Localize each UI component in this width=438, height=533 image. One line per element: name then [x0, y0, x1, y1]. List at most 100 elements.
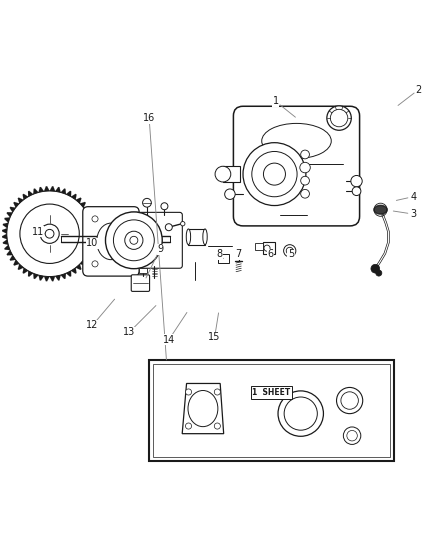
Polygon shape	[76, 264, 81, 270]
Polygon shape	[182, 383, 224, 434]
Circle shape	[214, 423, 220, 429]
Polygon shape	[2, 234, 7, 239]
FancyBboxPatch shape	[129, 212, 182, 268]
Circle shape	[264, 245, 270, 251]
Polygon shape	[33, 189, 39, 194]
FancyBboxPatch shape	[233, 106, 360, 226]
Text: 13: 13	[124, 327, 136, 337]
Circle shape	[143, 198, 151, 207]
Polygon shape	[2, 228, 7, 234]
Circle shape	[161, 203, 168, 210]
Polygon shape	[80, 202, 86, 208]
Polygon shape	[44, 186, 49, 191]
Circle shape	[185, 423, 191, 429]
Circle shape	[351, 175, 362, 187]
Text: 3: 3	[410, 209, 417, 219]
Bar	[223, 166, 240, 182]
Circle shape	[45, 229, 54, 238]
Circle shape	[92, 216, 98, 222]
Circle shape	[300, 163, 310, 173]
Polygon shape	[7, 212, 13, 217]
Polygon shape	[91, 223, 96, 228]
Ellipse shape	[186, 229, 191, 245]
Polygon shape	[61, 273, 66, 279]
Polygon shape	[33, 273, 39, 279]
Text: 14: 14	[162, 335, 175, 345]
Circle shape	[301, 150, 309, 159]
Bar	[263, 242, 275, 254]
Polygon shape	[89, 245, 95, 250]
Bar	[149, 360, 394, 461]
Circle shape	[106, 212, 162, 269]
Circle shape	[113, 220, 154, 261]
Text: 1: 1	[273, 96, 279, 107]
Bar	[152, 364, 390, 457]
Circle shape	[40, 224, 59, 244]
Circle shape	[165, 224, 172, 231]
Polygon shape	[14, 202, 19, 208]
Circle shape	[284, 245, 296, 257]
Polygon shape	[84, 255, 89, 261]
Polygon shape	[92, 234, 97, 239]
Polygon shape	[18, 264, 24, 270]
Circle shape	[341, 392, 358, 409]
Circle shape	[286, 247, 293, 254]
Polygon shape	[71, 194, 77, 200]
Circle shape	[371, 264, 380, 273]
Text: 4: 4	[410, 192, 417, 201]
Bar	[188, 229, 205, 245]
Circle shape	[1, 185, 98, 282]
Text: 7: 7	[236, 249, 242, 259]
Polygon shape	[49, 186, 55, 191]
Circle shape	[343, 427, 361, 445]
Polygon shape	[87, 212, 92, 217]
Polygon shape	[18, 198, 24, 204]
Text: 8: 8	[216, 249, 222, 259]
Polygon shape	[23, 194, 28, 200]
Polygon shape	[91, 239, 96, 245]
Polygon shape	[3, 239, 8, 245]
Circle shape	[225, 189, 235, 199]
Circle shape	[125, 231, 143, 249]
FancyBboxPatch shape	[83, 207, 139, 276]
Polygon shape	[39, 187, 44, 192]
Polygon shape	[28, 191, 33, 197]
Circle shape	[330, 109, 348, 127]
Polygon shape	[71, 268, 77, 273]
Ellipse shape	[188, 391, 218, 426]
Circle shape	[243, 143, 306, 206]
Polygon shape	[23, 268, 28, 273]
Circle shape	[92, 261, 98, 267]
Circle shape	[327, 106, 351, 130]
Circle shape	[284, 397, 317, 430]
Polygon shape	[87, 250, 92, 255]
Polygon shape	[49, 276, 55, 281]
Polygon shape	[4, 217, 10, 223]
Text: 2: 2	[415, 85, 422, 95]
Ellipse shape	[262, 124, 331, 158]
Text: 9: 9	[157, 244, 163, 254]
Polygon shape	[61, 189, 66, 194]
Text: 11: 11	[32, 227, 44, 237]
Polygon shape	[92, 228, 97, 234]
Polygon shape	[66, 271, 71, 277]
Circle shape	[124, 261, 130, 267]
Bar	[139, 268, 147, 273]
Text: 5: 5	[288, 249, 294, 259]
Circle shape	[278, 391, 323, 437]
Circle shape	[185, 389, 191, 395]
Text: 12: 12	[86, 320, 99, 330]
Polygon shape	[10, 207, 16, 212]
Polygon shape	[89, 217, 95, 223]
Circle shape	[130, 236, 138, 244]
Polygon shape	[80, 260, 86, 265]
Circle shape	[376, 270, 382, 276]
Circle shape	[214, 389, 220, 395]
Polygon shape	[4, 245, 10, 250]
Text: 1  SHEET: 1 SHEET	[252, 388, 290, 397]
Polygon shape	[76, 198, 81, 204]
Circle shape	[20, 204, 79, 263]
Circle shape	[301, 189, 309, 198]
Polygon shape	[218, 254, 229, 263]
FancyBboxPatch shape	[131, 275, 150, 292]
